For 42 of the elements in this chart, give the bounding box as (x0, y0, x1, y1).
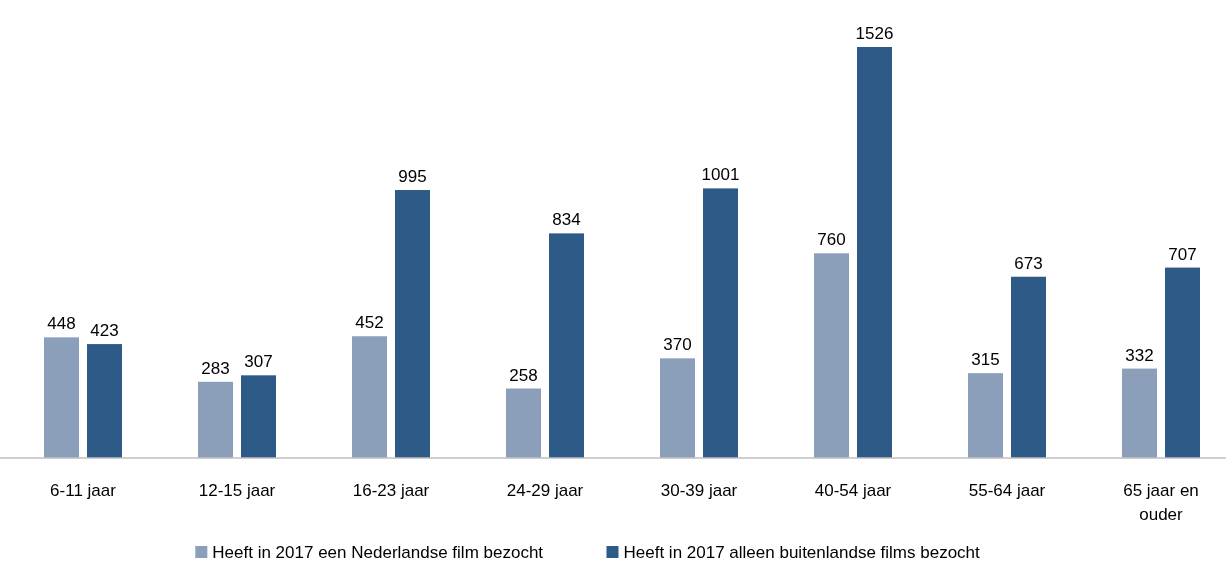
data-label: 258 (509, 365, 538, 385)
bar (857, 47, 892, 458)
bar (660, 358, 695, 458)
x-tick-label: 12-15 jaar (198, 481, 276, 500)
data-label: 673 (1014, 253, 1043, 273)
bar (968, 373, 1003, 458)
x-tick-label: 6-11 jaar (50, 481, 117, 500)
bar (814, 253, 849, 458)
bar (395, 190, 430, 458)
x-tick-label: 40-54 jaar (814, 481, 892, 500)
legend-label: Heeft in 2017 alleen buitenlandse films bezocht (623, 543, 981, 562)
bar (87, 344, 122, 458)
data-label: 834 (552, 210, 581, 230)
bar (44, 337, 79, 458)
bar (198, 381, 233, 458)
data-label: 283 (201, 358, 230, 378)
x-tick-label: 24-29 jaar (506, 481, 584, 500)
data-label: 707 (1168, 244, 1197, 264)
x-tick-label: 65 jaar en ouder (1123, 481, 1199, 524)
bar (703, 188, 738, 458)
bar (352, 336, 387, 458)
bar (506, 388, 541, 458)
data-label: 332 (1125, 345, 1154, 365)
x-tick-label: 55-64 jaar (968, 481, 1046, 500)
data-label: 1001 (701, 165, 740, 185)
data-label: 423 (90, 321, 119, 341)
data-label: 448 (47, 314, 76, 334)
x-tick-label: 30-39 jaar (660, 481, 738, 500)
bar (1122, 368, 1157, 458)
bar (549, 233, 584, 458)
bar (241, 375, 276, 458)
data-label: 760 (817, 230, 846, 250)
data-label: 452 (355, 313, 384, 333)
data-label: 1526 (855, 24, 894, 43)
data-label: 315 (971, 350, 1000, 370)
data-label: 307 (244, 352, 273, 372)
bar (1011, 276, 1046, 458)
data-label: 995 (398, 167, 427, 187)
data-label: 370 (663, 335, 692, 355)
x-tick-label: 16-23 jaar (352, 481, 430, 500)
legend-label: Heeft in 2017 een Nederlandse film bezocht (212, 543, 544, 562)
bar (1165, 267, 1200, 458)
